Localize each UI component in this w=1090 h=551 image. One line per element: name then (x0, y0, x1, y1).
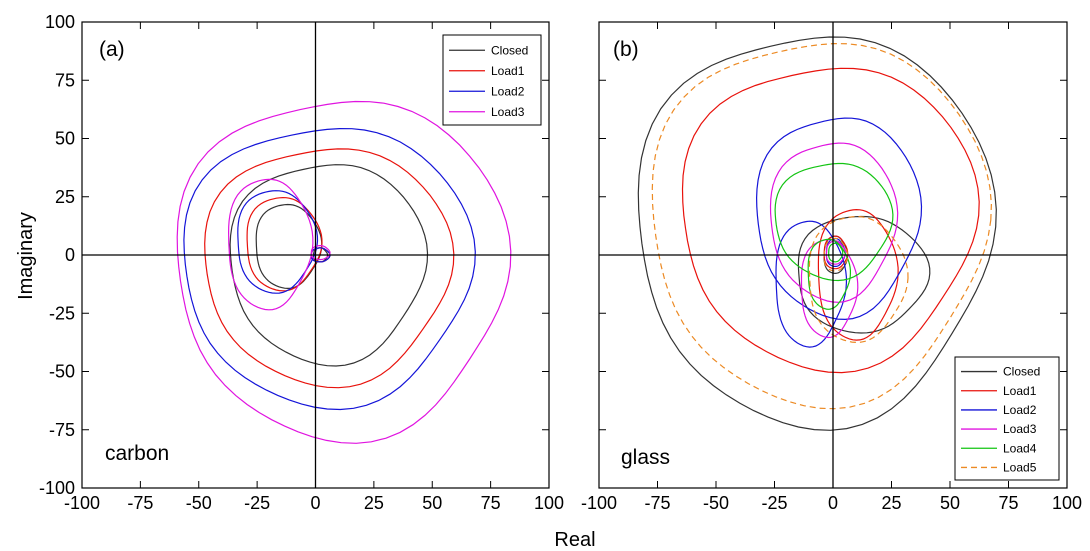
series-load3 (176, 100, 512, 444)
x-tick-label: -75 (127, 493, 153, 513)
y-tick-label: 100 (45, 12, 75, 32)
curve-load2-loop-2 (237, 190, 319, 294)
legend-box (954, 356, 1060, 481)
curve-load3-loop-1 (176, 100, 512, 444)
x-tick-label: 75 (998, 493, 1018, 513)
material-annotation-a: carbon (105, 442, 169, 465)
x-tick-label: -50 (703, 493, 729, 513)
panel-a-carbon: -100 -75 -50 -25 0 25 50 75 100 -100 -75 -50 -25 0 25 5… (39, 12, 564, 513)
legend-label-closed: Closed (491, 43, 528, 57)
x-tick-label: 0 (310, 493, 320, 513)
x-tick-label: -50 (186, 493, 212, 513)
material-annotation-b: glass (621, 446, 670, 469)
legend-label-load2: Load2 (491, 84, 525, 98)
y-tick-label: -25 (49, 303, 75, 323)
curve-load5-loop-2 (808, 215, 909, 344)
legend-label-load5: Load5 (1003, 460, 1037, 474)
x-tick-label: 50 (940, 493, 960, 513)
legend-label-load1: Load1 (491, 64, 525, 78)
panel-b-glass: -100 -75 -50 -25 0 25 50 75 100 (b) glass Closed… (581, 21, 1082, 513)
legend-a: Closed Load1 Load2 Load3 (442, 34, 542, 126)
curve-load2-loop-1 (183, 127, 476, 411)
panel-label-b: (b) (613, 38, 639, 61)
y-tick-label: 75 (55, 70, 75, 90)
legend-b: Closed Load1 Load2 Load3 Load4 Load5 (954, 356, 1060, 481)
curve-closed-loop-1 (637, 36, 997, 431)
x-tick-label: 75 (481, 493, 501, 513)
x-axis-title: Real (554, 529, 595, 551)
curve-load1-loop-2 (817, 208, 899, 341)
curves-a (176, 100, 512, 444)
curve-load3-loop-2 (227, 178, 314, 311)
curves-b (637, 36, 997, 431)
x-tick-label: 0 (828, 493, 838, 513)
y-tick-label: 0 (65, 245, 75, 265)
legend-label-load3: Load3 (491, 105, 525, 119)
y-tick-label: -50 (49, 362, 75, 382)
curve-load3-loop-3 (825, 240, 846, 265)
x-tick-label: 100 (1052, 493, 1082, 513)
x-tick-label: 25 (364, 493, 384, 513)
x-tick-label: 50 (422, 493, 442, 513)
x-tick-label: 100 (534, 493, 564, 513)
series-load3 (769, 142, 899, 339)
curve-load4-loop-1 (774, 162, 894, 282)
x-tick-label: 25 (881, 493, 901, 513)
x-tick-label: -100 (64, 493, 100, 513)
tick-labels-a: -100 -75 -50 -25 0 25 50 75 100 -100 -75 -50 -25 0 25 5… (39, 12, 564, 513)
legend-label-closed: Closed (1003, 365, 1040, 379)
panel-label-a: (a) (99, 38, 125, 61)
curve-load1-loop-1 (681, 67, 980, 374)
legend-label-load3: Load3 (1003, 422, 1037, 436)
series-load4 (774, 162, 894, 310)
curve-load3-loop-3 (310, 245, 331, 261)
curve-load2-loop-1 (755, 117, 923, 321)
curve-closed-loop-2 (797, 215, 931, 334)
y-tick-label: 50 (55, 129, 75, 149)
y-tick-label: -75 (49, 420, 75, 440)
legend-label-load2: Load2 (1003, 403, 1037, 417)
curve-load3-loop-1 (769, 142, 899, 303)
legend-label-load4: Load4 (1003, 441, 1037, 455)
curve-load2-loop-2 (775, 220, 847, 348)
y-tick-label: -100 (39, 478, 75, 498)
y-tick-label: 25 (55, 187, 75, 207)
curve-closed-loop-2 (255, 203, 323, 290)
curve-load1-loop-1 (204, 148, 455, 389)
x-tick-label: -75 (644, 493, 670, 513)
y-axis-title: Imaginary (15, 212, 37, 300)
legend-label-load1: Load1 (1003, 384, 1037, 398)
x-tick-label: -25 (761, 493, 787, 513)
tick-labels-b: -100 -75 -50 -25 0 25 50 75 100 (581, 493, 1082, 513)
x-tick-label: -25 (244, 493, 270, 513)
curve-closed-loop-1 (229, 164, 429, 367)
curve-load5-loop-1 (651, 42, 993, 410)
curve-load4-loop-3 (828, 242, 844, 263)
x-tick-label: -100 (581, 493, 617, 513)
